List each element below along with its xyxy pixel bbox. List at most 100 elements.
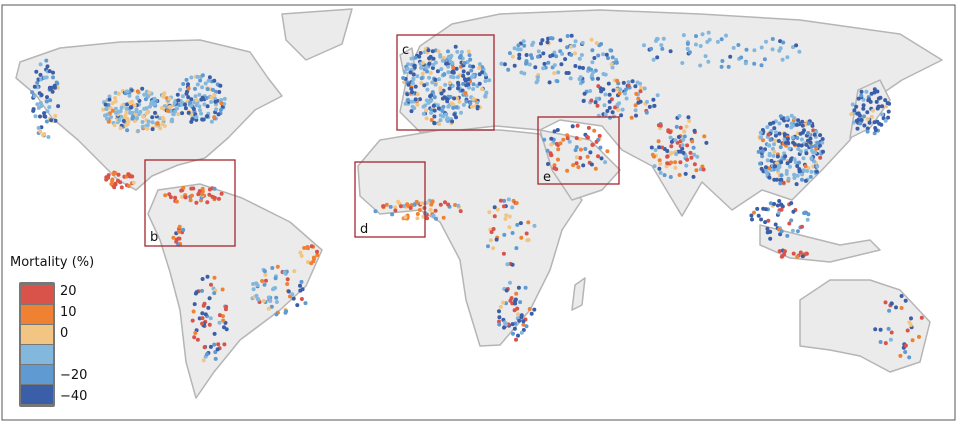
site-dot <box>574 136 579 141</box>
site-dot <box>502 232 507 237</box>
site-dot <box>794 182 799 187</box>
site-dot <box>656 123 661 128</box>
site-dot <box>800 172 805 177</box>
panel-box-d[interactable] <box>354 161 426 238</box>
site-dot <box>413 84 418 89</box>
site-dot <box>42 111 47 116</box>
site-dot <box>577 65 582 70</box>
site-dot <box>42 132 47 136</box>
site-dot <box>786 176 791 181</box>
site-dot <box>519 235 524 240</box>
panel-box-c[interactable] <box>396 34 495 131</box>
site-dot <box>219 101 224 106</box>
site-dot <box>778 145 783 150</box>
site-dot <box>113 99 118 104</box>
site-dot <box>572 43 577 48</box>
site-dot <box>758 135 763 140</box>
site-dot <box>878 327 883 332</box>
site-dot <box>285 282 290 286</box>
site-dot <box>471 73 476 78</box>
site-dot <box>110 108 115 113</box>
site-dot <box>152 96 157 101</box>
site-dot <box>388 204 393 209</box>
site-dot <box>657 158 662 163</box>
site-dot <box>516 312 520 317</box>
site-dot <box>873 327 878 332</box>
site-dot <box>899 306 904 310</box>
site-dot <box>852 108 857 113</box>
panel-box-e[interactable] <box>537 116 620 185</box>
site-dot <box>185 89 189 94</box>
site-dot <box>595 103 600 108</box>
australia <box>799 279 931 373</box>
site-dot <box>510 262 515 267</box>
panel-box-b[interactable] <box>144 159 236 247</box>
site-dot <box>433 77 438 82</box>
site-dot <box>415 216 420 221</box>
site-dot <box>876 96 881 101</box>
site-dot <box>455 49 460 54</box>
site-dot <box>777 131 782 136</box>
site-dot <box>516 43 521 48</box>
site-dot <box>454 115 458 120</box>
site-dot <box>687 119 692 123</box>
site-dot <box>413 55 418 60</box>
site-dot <box>662 173 667 178</box>
site-dot <box>561 137 566 142</box>
site-dot <box>195 74 200 79</box>
site-dot <box>148 104 152 109</box>
site-dot <box>269 304 274 309</box>
site-dot <box>797 49 802 54</box>
site-dot <box>905 328 910 333</box>
site-dot <box>38 114 42 119</box>
site-dot <box>198 78 203 83</box>
site-dot <box>33 114 38 119</box>
site-dot <box>180 111 185 116</box>
site-dot <box>197 104 202 109</box>
site-dot <box>775 203 780 208</box>
site-dot <box>703 54 708 59</box>
site-dot <box>44 99 49 104</box>
site-dot <box>603 112 608 117</box>
site-dot <box>422 83 427 88</box>
site-dot <box>104 107 109 111</box>
site-dot <box>209 100 214 104</box>
site-dot <box>453 44 458 49</box>
site-dot <box>205 104 210 109</box>
site-dot <box>434 216 438 221</box>
site-dot <box>541 66 546 71</box>
site-dot <box>810 123 815 128</box>
mortality-legend: Mortality (%) 20 10 0 −20 −40 <box>6 253 110 419</box>
site-dot <box>261 298 266 303</box>
site-dot <box>782 249 787 254</box>
site-dot <box>438 53 443 57</box>
site-dot <box>818 133 823 138</box>
site-dot <box>420 71 425 76</box>
site-dot <box>788 159 793 164</box>
site-dot <box>673 160 678 165</box>
site-dot <box>617 91 622 96</box>
site-dot <box>171 235 176 240</box>
site-dot <box>410 90 415 95</box>
site-dot <box>497 309 501 314</box>
site-dot <box>42 75 47 80</box>
site-dot <box>419 201 424 206</box>
site-dot <box>515 222 520 227</box>
site-dot <box>460 88 465 93</box>
site-dot <box>676 135 681 139</box>
site-dot <box>417 54 422 59</box>
site-dot <box>217 320 222 325</box>
site-dot <box>903 298 908 303</box>
site-dot <box>491 227 496 231</box>
site-dot <box>454 66 459 71</box>
site-dot <box>431 103 436 108</box>
site-dot <box>445 97 449 102</box>
site-dot <box>51 70 55 75</box>
site-dot <box>446 104 451 109</box>
site-dot <box>448 59 453 64</box>
site-dot <box>789 201 794 206</box>
site-dot <box>779 207 784 212</box>
site-dot <box>209 95 214 100</box>
site-dot <box>668 175 673 179</box>
site-dot <box>45 95 49 100</box>
